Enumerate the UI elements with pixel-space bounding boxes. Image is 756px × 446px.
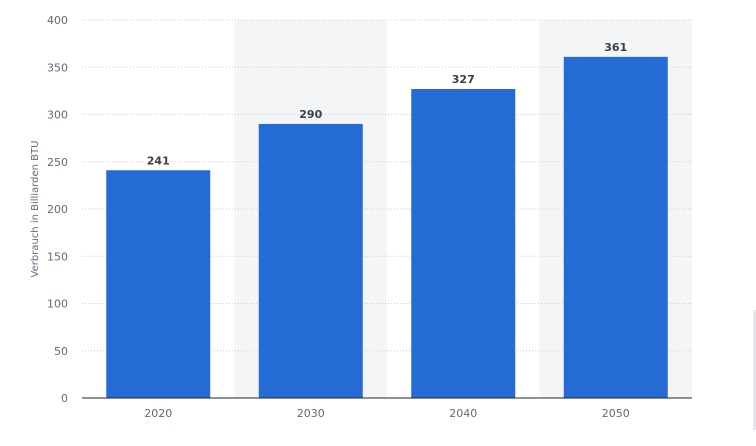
- scrollbar-edge[interactable]: [753, 310, 756, 430]
- x-tick-2040: 2040: [449, 407, 477, 420]
- x-tick-2030: 2030: [297, 407, 325, 420]
- y-tick-200: 200: [47, 203, 68, 216]
- x-tick-2050: 2050: [602, 407, 630, 420]
- y-tick-150: 150: [47, 250, 68, 263]
- bar-2050: [563, 56, 668, 398]
- y-tick-100: 100: [47, 298, 68, 311]
- data-label-2040: 327: [452, 73, 475, 86]
- y-tick-250: 250: [47, 156, 68, 169]
- bars: [106, 56, 668, 399]
- y-tick-0: 0: [61, 392, 68, 405]
- data-label-2030: 290: [299, 108, 322, 121]
- y-tick-300: 300: [47, 109, 68, 122]
- y-axis-label: Verbrauch in Billiarden BTU: [30, 141, 41, 278]
- x-axis-ticks: 2020 2030 2040 2050: [144, 407, 630, 420]
- bar-2020: [106, 170, 211, 398]
- bar-2040: [411, 88, 516, 399]
- x-tick-2020: 2020: [144, 407, 172, 420]
- bar-2030: [258, 123, 363, 398]
- data-label-2020: 241: [147, 154, 170, 167]
- y-axis-ticks: 0 50 100 150 200 250 300 350 400: [47, 14, 68, 405]
- y-tick-400: 400: [47, 14, 68, 27]
- y-tick-350: 350: [47, 61, 68, 74]
- y-tick-50: 50: [54, 345, 68, 358]
- data-labels: 241 290 327 361: [147, 41, 627, 167]
- data-label-2050: 361: [604, 41, 627, 54]
